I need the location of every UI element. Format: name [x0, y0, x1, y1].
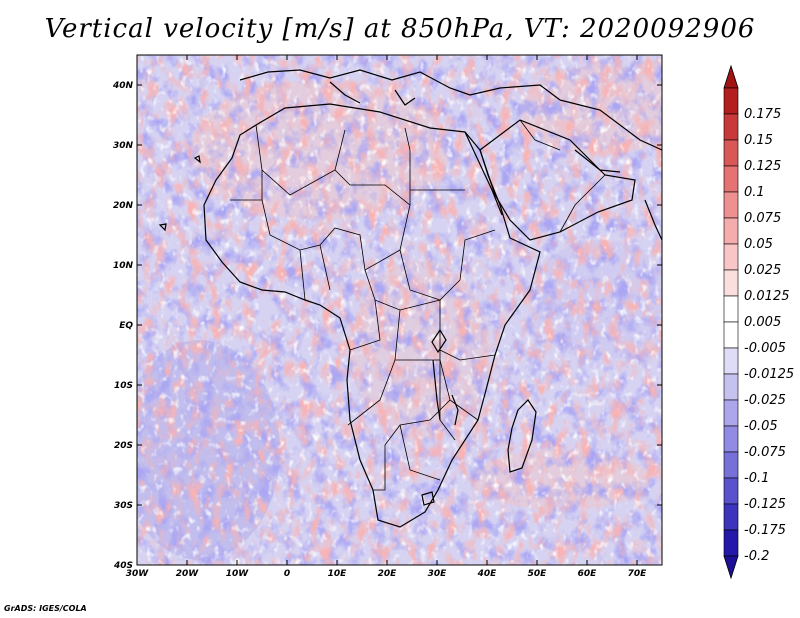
colorbar-swatch	[723, 165, 739, 193]
lat-label: 40S	[113, 561, 133, 571]
lon-label: 30W	[126, 569, 150, 579]
colorbar-label: 0.005	[744, 315, 781, 330]
colorbar-swatch	[723, 295, 739, 323]
lon-label: 0	[284, 569, 290, 579]
axis-ticks	[136, 55, 662, 566]
colorbar-swatch	[723, 139, 739, 167]
colorbar-swatch	[723, 87, 739, 115]
lakes-rivers	[421, 328, 459, 506]
colorbar-label: -0.2	[744, 549, 769, 564]
colorbar-label: -0.05	[744, 419, 778, 434]
lat-label: EQ	[119, 321, 133, 331]
lon-label: 30E	[428, 569, 448, 579]
lat-label: 20S	[114, 441, 133, 451]
colorbar: 0.175 0.15 0.125 0.1 0.075 0.05 0.025 0.0125 0.0…	[723, 64, 794, 580]
lon-label: 10E	[328, 569, 348, 579]
country-borders	[230, 119, 606, 491]
colorbar-label: -0.005	[744, 341, 786, 356]
colorbar-swatch	[723, 373, 739, 401]
credit-label: GrADS: IGES/COLA	[4, 604, 87, 613]
colorbar-label: 0.025	[744, 263, 781, 278]
lon-label: 10W	[226, 569, 250, 579]
colorbar-swatch	[723, 217, 739, 245]
colorbar-swatch	[723, 425, 739, 453]
colorbar-swatch	[723, 451, 739, 479]
colorbar-swatch	[723, 503, 739, 531]
colorbar-label: -0.0125	[744, 367, 794, 382]
lon-label: 70E	[628, 569, 648, 579]
colorbar-swatch	[723, 321, 739, 349]
colorbar-swatch	[723, 399, 739, 427]
lat-label: 10S	[114, 381, 133, 391]
colorbar-swatch	[723, 191, 739, 219]
colorbar-bottom-cap	[723, 555, 739, 580]
lon-label: 60E	[578, 569, 598, 579]
colorbar-label: 0.0125	[744, 289, 790, 304]
colorbar-swatch	[723, 269, 739, 297]
colorbar-label: 0.05	[744, 237, 773, 252]
colorbar-swatch	[723, 113, 739, 141]
lon-label: 50E	[528, 569, 548, 579]
colorbar-top-cap	[723, 64, 739, 89]
colorbar-swatch	[723, 347, 739, 375]
map-frame	[136, 54, 663, 566]
colorbar-swatch	[723, 529, 739, 557]
colorbar-label: 0.175	[744, 107, 781, 122]
colorbar-label: -0.175	[744, 523, 786, 538]
map-title: Vertical velocity [m/s] at 850hPa, VT: 2…	[44, 14, 756, 44]
lon-label: 40E	[477, 569, 498, 579]
lat-label: 30S	[114, 501, 133, 511]
lon-label: 20W	[176, 569, 200, 579]
lon-label: 20E	[378, 569, 398, 579]
colorbar-label: 0.15	[744, 133, 773, 148]
lat-label: 40N	[112, 81, 134, 91]
lat-label: 30N	[113, 141, 134, 151]
colorbar-label: -0.075	[744, 445, 786, 460]
lat-label: 10N	[113, 261, 134, 271]
colorbar-label: -0.1	[744, 471, 769, 486]
colorbar-swatch	[723, 477, 739, 505]
colorbar-label: 0.125	[744, 159, 781, 174]
colorbar-label: 0.075	[744, 211, 781, 226]
lat-label: 20N	[113, 201, 134, 211]
colorbar-label: -0.025	[744, 393, 786, 408]
colorbar-label: -0.125	[744, 497, 786, 512]
coastlines	[158, 69, 662, 528]
colorbar-swatch	[723, 243, 739, 271]
colorbar-label: 0.1	[744, 185, 765, 200]
